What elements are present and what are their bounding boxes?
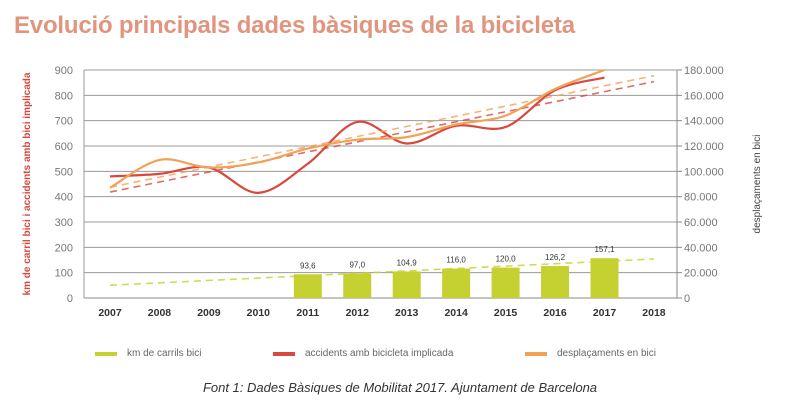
trips-line: [109, 68, 605, 189]
legend-item-bars: km de carrils bici: [95, 348, 201, 359]
x-tick-label: 2018: [642, 307, 666, 319]
y-right-tick-label: 160.000: [684, 90, 724, 102]
bar-data-label: 120,0: [496, 255, 517, 264]
x-tick-label: 2013: [395, 307, 419, 319]
y-right-tick-label: 60.000: [684, 217, 718, 229]
bar-data-label: 126,2: [545, 253, 566, 262]
bar-trendline: [109, 258, 654, 287]
x-tick-label: 2015: [494, 307, 518, 319]
legend-item-trips: desplaçaments en bici: [525, 348, 656, 359]
y-right-axis-title: desplaçaments en bici: [752, 135, 763, 234]
x-tick-label: 2012: [346, 307, 370, 319]
y-left-tick-label: 400: [55, 192, 73, 204]
bar: [293, 274, 322, 298]
x-tick-label: 2007: [98, 307, 122, 319]
y-right-tick-label: 0: [684, 293, 690, 305]
x-tick-label: 2009: [197, 307, 221, 319]
chart: 0 100 200 300 400 500 600 700 800 900 0 20.000 40.00…: [22, 65, 763, 319]
legend-swatch: [273, 351, 295, 356]
legend-label: accidents amb bicicleta implicada: [305, 348, 454, 359]
bar-data-label: 97,0: [349, 260, 365, 269]
legend-item-accidents: accidents amb bicicleta implicada: [273, 348, 453, 359]
bar: [491, 267, 520, 298]
x-tick-label: 2017: [593, 307, 617, 319]
bar: [392, 271, 421, 298]
x-tick-label: 2011: [296, 307, 319, 319]
y-left-tick-label: 200: [55, 242, 73, 254]
y-left-tick-label: 100: [55, 268, 73, 280]
bar: [541, 266, 570, 298]
y-left-tick-label: 0: [67, 293, 73, 305]
bar-data-label: 157,1: [594, 245, 615, 254]
x-tick-label: 2010: [247, 307, 271, 319]
bar-data-label: 104,9: [397, 258, 418, 267]
y-right-tick-label: 140.000: [684, 116, 724, 128]
legend-label: km de carrils bici: [127, 348, 202, 359]
x-tick-label: 2008: [148, 307, 172, 319]
y-right-tick-label: 80.000: [684, 192, 718, 204]
x-tick-label: 2014: [444, 307, 468, 319]
accidents-line: [109, 76, 605, 194]
y-right-tick-label: 120.000: [684, 141, 724, 153]
y-left-tick-label: 600: [55, 141, 73, 153]
y-right-tick-label: 100.000: [684, 166, 724, 178]
bar: [590, 258, 619, 298]
legend-label: desplaçaments en bici: [557, 348, 656, 359]
source-caption: Font 1: Dades Bàsiques de Mobilitat 2017…: [202, 380, 598, 395]
y-left-tick-label: 500: [55, 166, 73, 178]
bar-data-label: 93,6: [300, 261, 316, 270]
legend-swatch: [525, 351, 547, 356]
y-right-tick-label: 180.000: [684, 65, 724, 77]
legend-swatch: [95, 351, 117, 356]
bar: [442, 268, 471, 298]
chart-title: Evolució principals dades bàsiques de la…: [14, 12, 575, 39]
bar: [343, 273, 372, 298]
line-trendline: [109, 80, 655, 193]
y-left-tick-label: 300: [55, 217, 73, 229]
line-trendline: [109, 74, 655, 189]
y-left-tick-label: 700: [55, 116, 73, 128]
x-tick-label: 2016: [543, 307, 567, 319]
y-right-tick-label: 20.000: [684, 268, 718, 280]
y-left-tick-label: 900: [55, 65, 73, 77]
y-right-tick-label: 40.000: [684, 242, 718, 254]
y-left-axis-title: km de carril bici i accidents amb bici i…: [22, 72, 33, 295]
y-left-tick-label: 800: [55, 90, 73, 102]
bar-data-label: 116,0: [446, 256, 466, 265]
